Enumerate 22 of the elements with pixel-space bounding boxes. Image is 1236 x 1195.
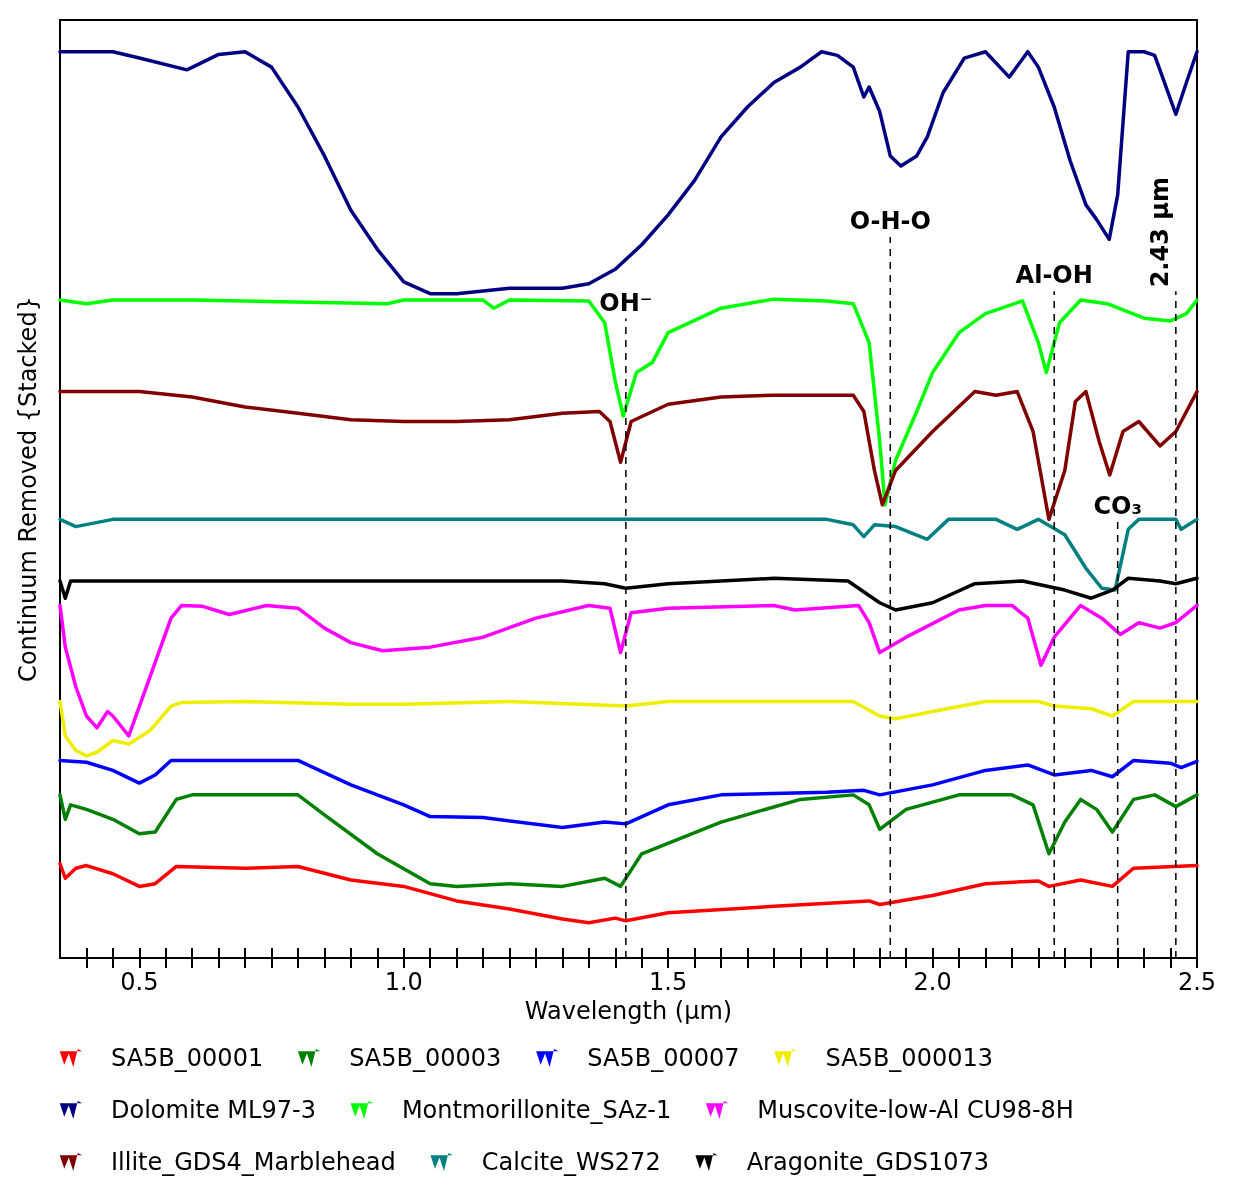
x-tick-label: 2.0 (913, 968, 952, 996)
annotation: O-H-O (849, 206, 931, 235)
legend-label: Montmorillonite_SAz-1 (401, 1096, 672, 1124)
annotation: 2.43 µm (1145, 177, 1174, 288)
y-axis-title: Continuum Removed {Stacked} (14, 296, 42, 682)
legend-label: SA5B_00007 (587, 1044, 740, 1072)
x-tick-label: 1.5 (649, 968, 688, 996)
x-tick-label: 0.5 (120, 968, 159, 996)
legend-label: Dolomite ML97-3 (111, 1096, 316, 1124)
legend-label: SA5B_000013 (825, 1044, 993, 1072)
x-tick-label: 1.0 (384, 968, 423, 996)
annotation: CO₃ (1093, 491, 1142, 520)
annotation: Al-OH (1015, 261, 1093, 290)
legend-label: Muscovite-low-Al CU98-8H (757, 1096, 1074, 1124)
legend-label: Aragonite_GDS1073 (746, 1148, 990, 1176)
annotation: OH⁻ (599, 288, 653, 317)
legend-label: SA5B_00003 (349, 1044, 502, 1072)
x-tick-label: 2.5 (1177, 968, 1217, 996)
legend-label: Illite_GDS4_Marblehead (111, 1148, 396, 1176)
legend-label: SA5B_00001 (111, 1044, 264, 1072)
x-axis-title: Wavelength (µm) (524, 996, 733, 1025)
legend-label: Calcite_WS272 (481, 1148, 661, 1176)
